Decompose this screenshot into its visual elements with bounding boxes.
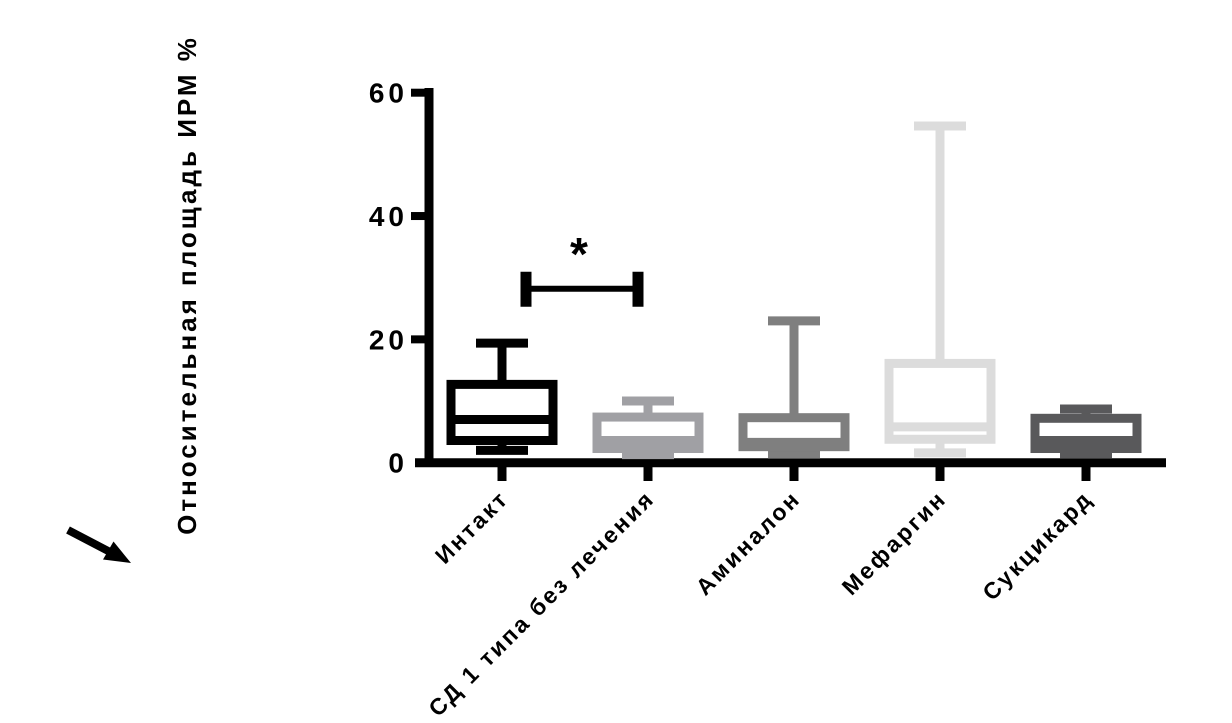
significance-asterisk: *	[570, 228, 588, 280]
boxplot-4	[884, 121, 996, 458]
boxplot-3	[738, 316, 850, 459]
boxplot-5	[1030, 404, 1142, 459]
boxplot-1	[446, 338, 558, 455]
y-tick-label: 0	[388, 448, 408, 479]
y-tick-label: 40	[369, 201, 408, 232]
y-tick-label: 60	[369, 78, 408, 109]
x-tick-label: Мефаргин	[837, 485, 952, 600]
x-tick-label: Интакт	[430, 485, 514, 569]
significance-bracket: *	[520, 228, 644, 307]
x-tick-label: Сукцикард	[977, 485, 1097, 605]
x-tick-label: Аминалон	[690, 485, 805, 600]
y-tick-label: 20	[369, 324, 408, 355]
y-axis-label: Относительная площадь ИРМ %	[172, 35, 202, 535]
iqr-box	[446, 379, 558, 445]
arrow-annotation	[66, 526, 131, 563]
arrow-shaft-icon	[66, 526, 114, 557]
boxplot-2	[592, 396, 704, 460]
arrow-head-icon	[103, 541, 131, 563]
